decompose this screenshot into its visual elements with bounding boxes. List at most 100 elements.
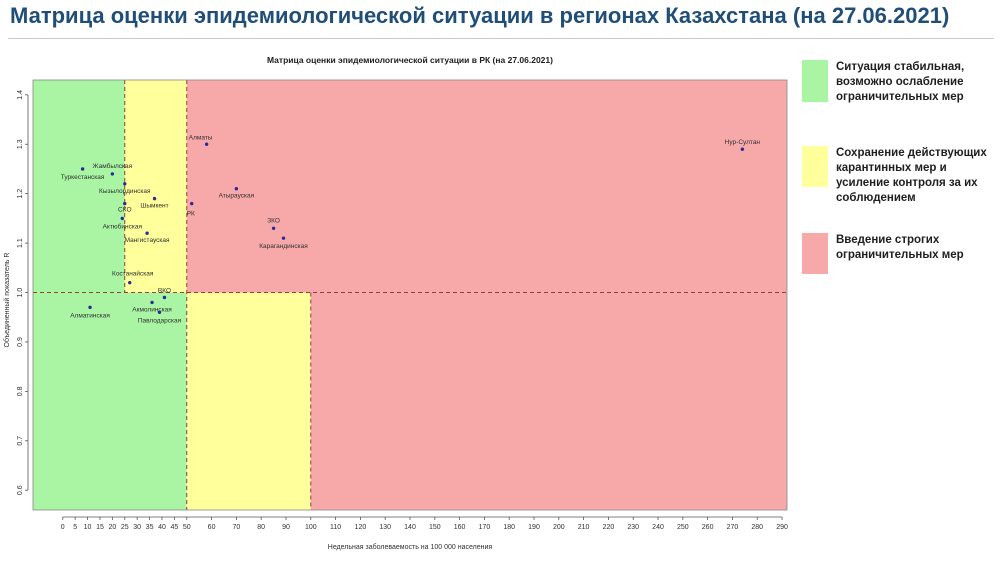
point-marker [150,300,154,305]
point-label: Шымкент [140,203,168,210]
point-marker [162,295,167,300]
x-tick-label: 35 [146,524,154,531]
point-label: Жамбылская [93,162,133,170]
point-label: Павлодарская [138,317,182,324]
y-axis: 0.6 0.7 0.8 0.9 1.0 1.1 1.2 1.3 1.4 [17,90,29,495]
x-tick-label: 15 [96,524,104,531]
point-marker [190,201,194,206]
point-label: РК [187,211,195,218]
zone-4 [310,292,787,510]
x-tick-label: 280 [751,524,763,531]
x-tick-label: 60 [208,524,216,531]
x-tick-label: 170 [479,524,491,531]
y-tick-label: 0.7 [17,436,24,446]
point-marker [110,172,115,176]
point-marker [271,226,276,230]
threshold-lines [33,80,787,510]
point-marker [234,187,239,191]
x-tick-label: 180 [503,524,515,531]
point-marker [88,305,92,310]
point-marker [281,236,286,240]
x-tick-label: 25 [121,524,129,531]
point-label: Алматинская [70,312,110,319]
x-tick-label: 100 [305,524,317,531]
slide-title: Матрица оценки эпидемиологической ситуац… [10,3,950,28]
y-tick-label: 1.3 [17,139,24,149]
point-marker [123,182,127,186]
zone-2 [186,292,311,510]
point-marker [152,196,157,201]
plot-frame [32,79,788,511]
zone-1 [124,80,187,293]
y-tick-label: 1.0 [17,288,24,298]
y-tick-label: 1.1 [17,238,24,248]
x-axis: 0 5 10 15 20 25 30 35 40 45 50 60 70 80 90 100 110 120 130… [61,516,788,531]
point-label: Карагандинская [259,243,308,250]
point-marker [204,142,209,146]
point-label: Мангистауская [125,237,170,244]
x-tick-label: 90 [282,524,290,531]
x-tick-label: 210 [578,524,590,531]
x-tick-label: 0 [61,524,65,531]
x-tick-label: 120 [355,524,367,531]
legend-swatch-green [802,60,828,102]
point-label: Алматы [189,134,213,141]
x-tick-label: 10 [84,524,92,531]
point-label: Туркестанская [61,174,105,181]
point-label: Кызылординская [99,188,151,195]
x-tick-label: 20 [108,524,116,531]
y-tick-label: 0.8 [17,386,24,396]
x-tick-label: 140 [404,524,416,531]
legend-label-green: Ситуация стабильная, возможно ослабление… [836,61,965,103]
x-tick-label: 260 [702,524,714,531]
zone-3 [186,80,788,293]
x-tick-label: 110 [330,524,341,531]
x-tick-label: 240 [652,524,664,531]
y-tick-label: 1.4 [17,90,24,100]
point-label: Костанайская [112,270,154,278]
x-tick-label: 220 [603,524,615,531]
y-tick-label: 0.6 [17,485,24,495]
x-tick-label: 190 [528,524,540,531]
point-marker [123,201,127,206]
risk-matrix-chart: Матрица оценки эпидемиологической ситуац… [3,55,788,551]
point-label: ВКО [158,287,171,294]
x-tick-label: 50 [183,524,191,531]
point-marker [80,167,85,171]
y-axis-title: Объединенный показатель R [3,253,11,348]
x-axis-title: Недельная заболеваемость на 100 000 насе… [328,543,493,551]
legend-label-red: Введение строгих ограничительных мер [836,234,964,261]
legend-swatch-yellow [802,146,828,187]
point-label: Атырауская [219,193,255,200]
region-points: Нур-Султан Алматы Атырауская РК ЗКО Караганди… [61,134,761,324]
x-tick-label: 230 [627,524,639,531]
x-tick-label: 200 [553,524,565,531]
x-tick-label: 5 [73,524,77,531]
x-tick-label: 130 [379,524,391,531]
x-tick-label: 45 [170,524,178,531]
point-label: Акмолинская [132,306,172,313]
point-marker [120,216,124,221]
point-label: Актюбинская [103,222,143,230]
point-label: Нур-Султан [725,139,761,146]
point-marker [157,310,162,314]
x-tick-label: 150 [429,524,441,531]
y-tick-label: 0.9 [17,337,24,347]
point-label: СКО [118,207,131,214]
x-tick-label: 30 [133,524,141,531]
x-tick-label: 40 [158,524,166,531]
x-tick-label: 250 [677,524,689,531]
chart-title: Матрица оценки эпидемиологической ситуац… [267,55,553,65]
point-marker [128,280,132,285]
point-marker [740,147,745,151]
x-tick-label: 160 [454,524,466,531]
point-marker [145,231,149,235]
x-tick-label: 80 [257,524,265,531]
legend-swatch-red [802,233,828,274]
y-tick-label: 1.2 [17,189,24,199]
x-tick-label: 270 [727,524,739,531]
x-tick-label: 70 [232,524,240,531]
x-tick-label: 290 [776,524,788,531]
title-divider [8,38,994,39]
point-label: ЗКО [267,217,280,224]
